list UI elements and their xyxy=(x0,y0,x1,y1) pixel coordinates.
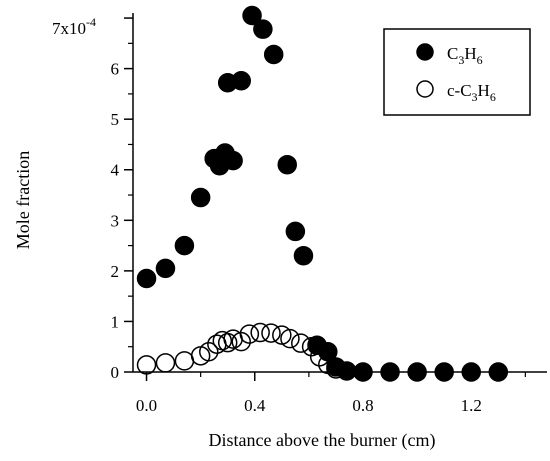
data-point-c3h6 xyxy=(136,268,157,289)
data-point-c3h6 xyxy=(434,362,454,382)
y-tick-label: 6 xyxy=(111,60,120,79)
x-tick-label: 1.2 xyxy=(461,396,482,415)
y-tick-label: 4 xyxy=(111,161,120,180)
data-point-c3h6 xyxy=(223,150,243,171)
data-point-c3h6 xyxy=(461,362,481,382)
y-tick-label: 2 xyxy=(111,262,120,281)
data-point-c3h6 xyxy=(488,362,509,382)
data-point-c-c3h6 xyxy=(326,359,346,379)
data-point-c3h6 xyxy=(174,235,195,256)
data-point-c-c3h6 xyxy=(291,333,311,353)
data-point-c3h6 xyxy=(231,71,251,91)
legend-marker-c3h6 xyxy=(416,43,434,61)
legend-label-c-c3h6: c-C3H6 xyxy=(447,81,496,104)
data-point-c-c3h6 xyxy=(136,355,157,375)
y-exponent-power: -4 xyxy=(86,15,96,29)
legend-label-c3h6: C3H6 xyxy=(447,44,483,67)
data-point-c-c3h6 xyxy=(280,328,300,349)
data-point-c3h6 xyxy=(407,362,427,382)
data-point-c-c3h6 xyxy=(261,323,281,343)
data-point-c3h6 xyxy=(263,44,284,65)
y-tick-label: 3 xyxy=(111,211,120,230)
y-tick-label: 5 xyxy=(111,110,120,129)
data-point-c-c3h6 xyxy=(174,351,195,371)
legend-marker-c-c3h6 xyxy=(416,80,434,98)
y-axis-title: Mole fraction xyxy=(13,151,33,249)
data-point-c-c3h6 xyxy=(239,324,260,344)
data-point-c-c3h6 xyxy=(231,331,251,352)
y-tick-label: 1 xyxy=(111,312,120,331)
x-axis-title: Distance above the burner (cm) xyxy=(209,430,436,451)
data-point-c-c3h6 xyxy=(250,322,270,343)
data-point-c-c3h6 xyxy=(199,342,219,362)
y-exponent-base: 7x10 xyxy=(52,19,86,38)
data-point-c3h6 xyxy=(190,187,211,208)
series-layer xyxy=(136,5,509,382)
y-exponent-label: 7x10-4 xyxy=(52,15,96,38)
data-point-c3h6 xyxy=(253,19,273,39)
series-c3h6 xyxy=(136,5,509,382)
data-point-c3h6 xyxy=(242,5,262,26)
data-point-c-c3h6 xyxy=(309,347,330,367)
data-point-c-c3h6 xyxy=(272,325,292,345)
data-point-c-c3h6 xyxy=(301,336,322,357)
data-point-c-c3h6 xyxy=(155,353,176,373)
legend: C3H6 c-C3H6 xyxy=(383,28,531,116)
x-tick-label: 0.4 xyxy=(244,396,266,415)
data-point-c3h6 xyxy=(380,362,400,382)
y-tick-label: 0 xyxy=(111,363,120,382)
data-point-c3h6 xyxy=(353,362,373,382)
x-tick-label: 0.0 xyxy=(136,396,157,415)
data-point-c3h6 xyxy=(285,221,306,242)
series-c-c3h6 xyxy=(136,322,346,379)
data-point-c3h6 xyxy=(155,258,176,279)
data-point-c3h6 xyxy=(293,245,314,266)
x-tick-label: 0.8 xyxy=(352,396,373,415)
data-point-c3h6 xyxy=(277,154,297,175)
legend-box xyxy=(383,28,531,116)
data-point-c-c3h6 xyxy=(217,332,238,353)
y-axis-ticks: 0 1 2 3 4 5 6 xyxy=(111,17,133,382)
